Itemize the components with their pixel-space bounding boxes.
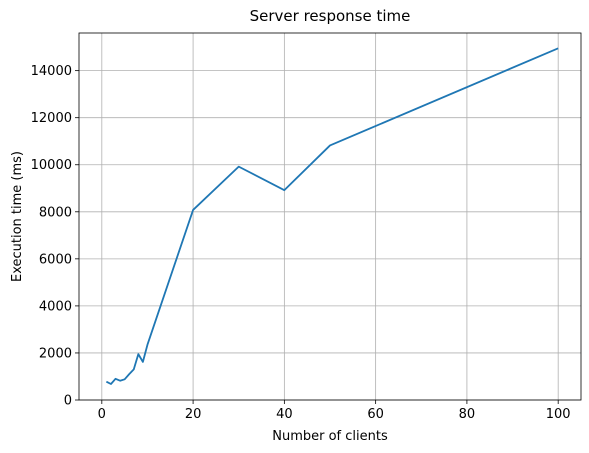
y-tick-label: 2000 xyxy=(39,346,72,361)
x-tick-label: 80 xyxy=(459,407,476,422)
y-axis: 0 2000 4000 6000 8000 10000 12000 14000 xyxy=(31,64,79,409)
chart-title: Server response time xyxy=(250,7,411,25)
y-tick-label: 12000 xyxy=(31,111,72,126)
y-tick-label: 8000 xyxy=(39,205,72,220)
plot-frame xyxy=(78,32,582,401)
y-tick-label: 10000 xyxy=(31,158,72,173)
x-axis: 0 20 40 60 80 100 xyxy=(98,400,571,422)
x-tick-label: 60 xyxy=(367,407,384,422)
x-tick-label: 0 xyxy=(98,407,106,422)
x-tick-label: 100 xyxy=(546,407,571,422)
axes xyxy=(78,32,582,401)
series-layer xyxy=(105,47,559,385)
y-axis-label: Execution time (ms) xyxy=(10,151,25,282)
x-tick-label: 40 xyxy=(276,407,293,422)
y-tick-label: 6000 xyxy=(39,252,72,267)
grid xyxy=(79,33,581,401)
x-tick-label: 20 xyxy=(185,407,202,422)
y-tick-label: 4000 xyxy=(39,299,72,314)
series-line xyxy=(105,47,559,385)
x-axis-label: Number of clients xyxy=(272,429,388,444)
y-tick-label: 0 xyxy=(64,394,72,409)
y-tick-label: 14000 xyxy=(31,64,72,79)
